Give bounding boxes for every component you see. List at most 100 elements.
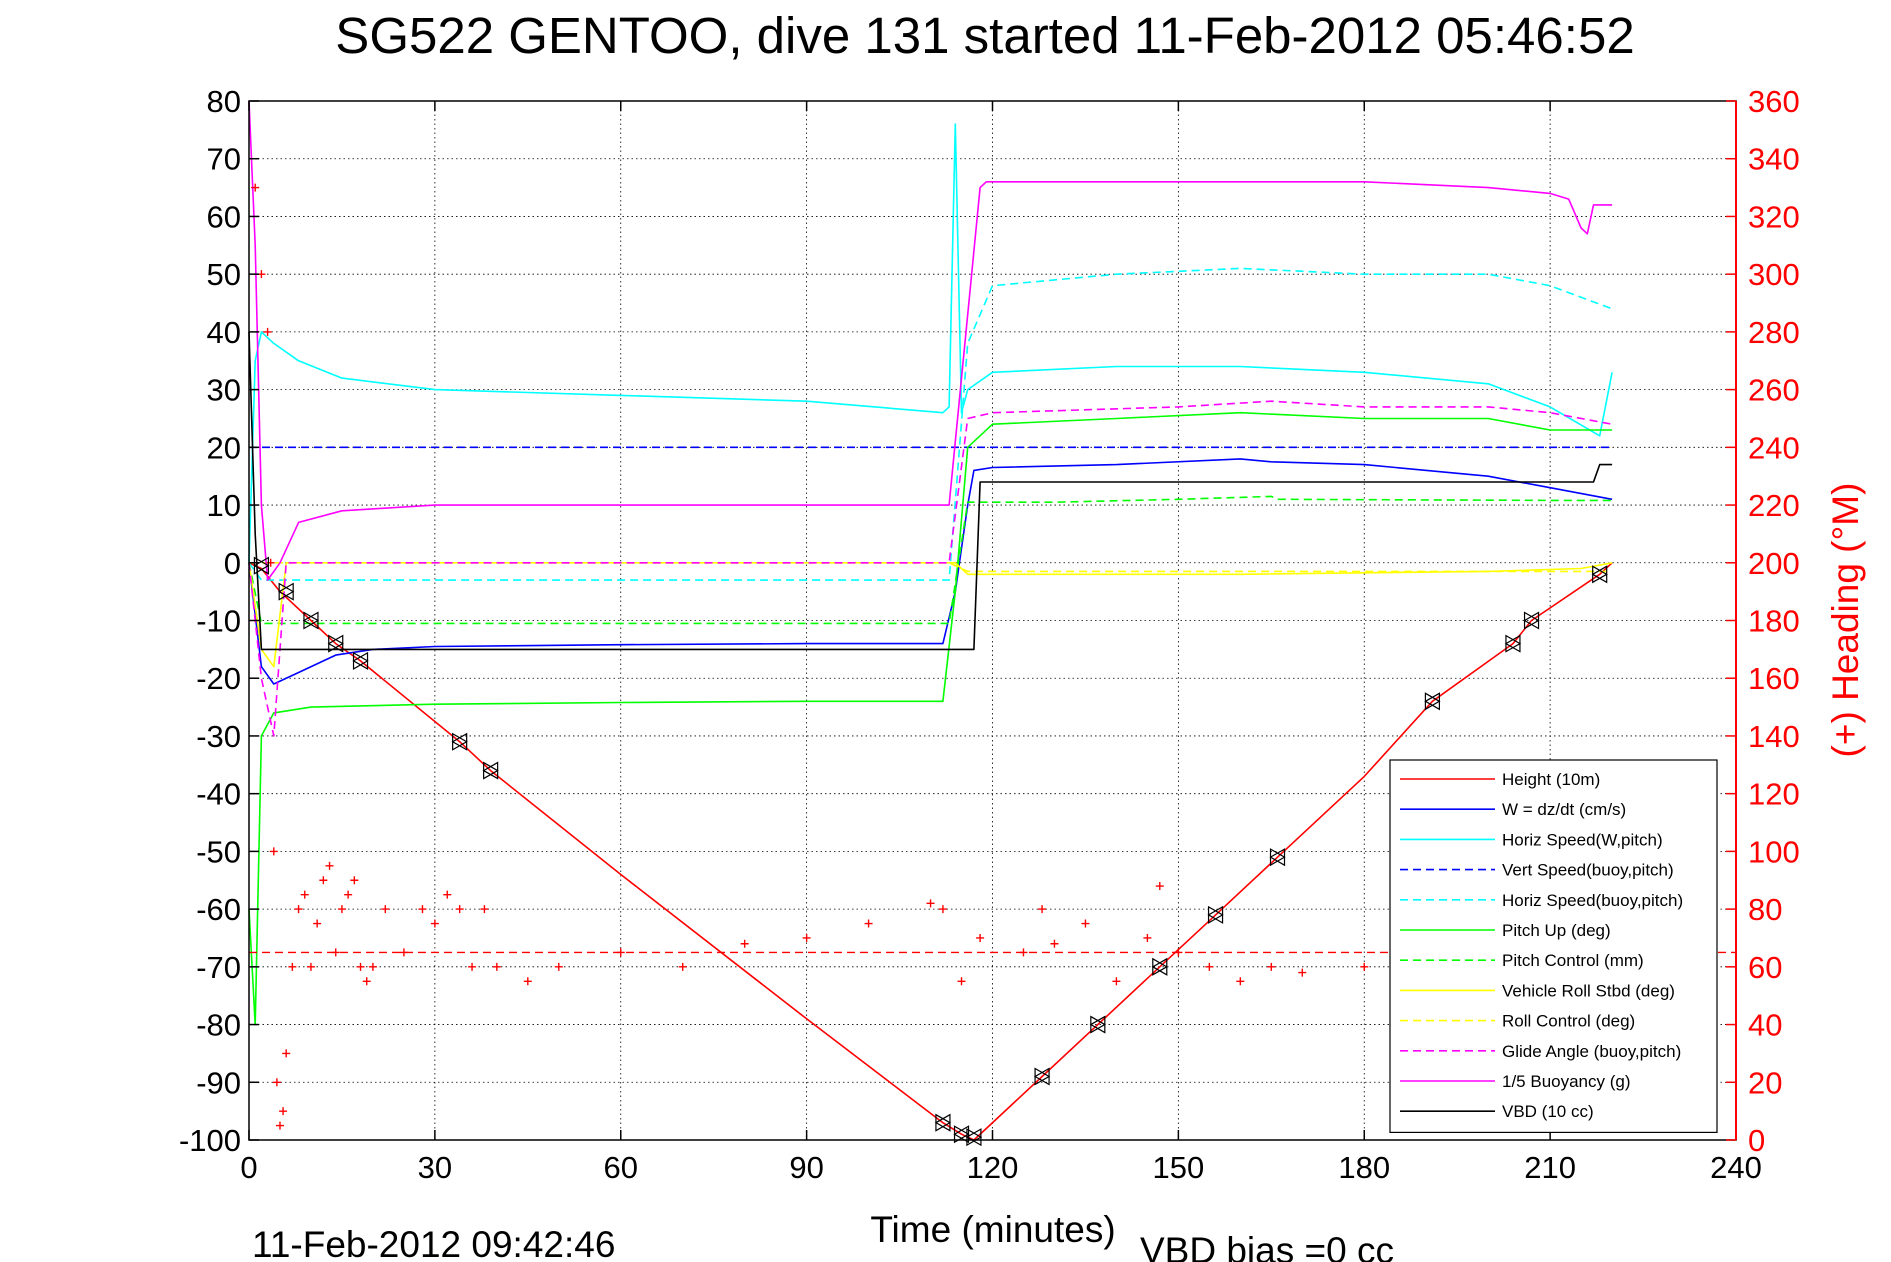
heading-point: [468, 962, 477, 971]
depth-marker: [253, 556, 270, 575]
heading-point: [1019, 948, 1028, 957]
heading-point: [288, 962, 297, 971]
depth-marker: [1033, 1067, 1051, 1086]
heading-point: [492, 962, 501, 971]
heading-point: [1112, 977, 1121, 986]
heading-point: [864, 919, 873, 928]
x-tick-label: 90: [789, 1150, 823, 1185]
y-tick-label: -30: [196, 719, 241, 754]
y2-tick-label: 100: [1748, 834, 1800, 869]
heading-point: [294, 905, 303, 914]
heading-point: [306, 962, 315, 971]
y2-tick-label: 220: [1748, 488, 1800, 523]
footer-bias: VBD bias =0 cc: [1140, 1230, 1394, 1262]
heading-point: [1143, 933, 1152, 942]
y2-ticks: 0 20 40 60 80 100 120 140 160 180 200 220 240 260 280 3…: [1726, 84, 1800, 1158]
depth-marker: [934, 1113, 952, 1132]
y2-tick-label: 60: [1748, 950, 1782, 985]
depth-marker: [965, 1128, 983, 1147]
y2-tick-label: 300: [1748, 257, 1800, 292]
depth-marker: [482, 761, 499, 780]
legend-label: Height (10m): [1502, 770, 1600, 789]
heading-point: [1205, 962, 1214, 971]
y-tick-label: 20: [207, 430, 241, 465]
series-line-6: [248, 495, 1613, 625]
heading-point: [938, 905, 947, 914]
series-line-11: [248, 331, 1613, 651]
y2-tick-label: 160: [1748, 661, 1800, 696]
series-line-10: [248, 100, 1613, 581]
legend-label: Pitch Control (mm): [1502, 951, 1644, 970]
heading-point: [319, 876, 328, 885]
heading-point: [430, 919, 439, 928]
heading-point: [1298, 968, 1307, 977]
heading-point: [272, 1078, 281, 1087]
heading-point: [362, 977, 371, 986]
heading-point: [282, 1049, 291, 1058]
y2-tick-label: 320: [1748, 199, 1800, 234]
heading-point: [1050, 939, 1059, 948]
heading-point: [251, 183, 260, 192]
y-tick-label: -80: [196, 1008, 241, 1043]
legend: Height (10m) W = dz/dt (cm/s) Horiz Speed(…: [1389, 759, 1718, 1133]
y-tick-label: -10: [196, 604, 241, 639]
y-tick-label: 30: [207, 373, 241, 408]
legend-label: Vehicle Roll Stbd (deg): [1502, 981, 1675, 1000]
x-tick-label: 150: [1153, 1150, 1205, 1185]
y2-tick-label: 40: [1748, 1008, 1782, 1043]
heading-point: [1155, 882, 1164, 891]
depth-marker: [1504, 634, 1522, 653]
series-line-4: [248, 267, 1613, 581]
heading-point: [356, 962, 365, 971]
heading-point: [926, 899, 935, 908]
heading-point: [279, 1107, 288, 1116]
y-tick-label: 0: [224, 546, 241, 581]
legend-box: [1389, 759, 1718, 1133]
heading-point: [381, 905, 390, 914]
heading-point: [554, 962, 563, 971]
heading-point: [1081, 919, 1090, 928]
y-tick-label: 50: [207, 257, 241, 292]
legend-label: 1/5 Buoyancy (g): [1502, 1072, 1631, 1091]
heading-point: [399, 948, 408, 957]
y2-tick-label: 180: [1748, 604, 1800, 639]
depth-marker: [277, 582, 295, 601]
series-line-9: [248, 400, 1613, 737]
x-tick-label: 60: [604, 1150, 638, 1185]
y-tick-label: -60: [196, 892, 241, 927]
y2-tick-label: 340: [1748, 142, 1800, 177]
x-tick-label: 120: [967, 1150, 1019, 1185]
y2-tick-label: 260: [1748, 373, 1800, 408]
y2-tick-label: 140: [1748, 719, 1800, 754]
y2-tick-label: 0: [1748, 1123, 1765, 1158]
heading-point: [263, 327, 272, 336]
depth-marker: [1269, 848, 1286, 867]
legend-label: Horiz Speed(W,pitch): [1502, 830, 1663, 849]
depth-marker: [1591, 565, 1608, 584]
heading-point: [269, 847, 278, 856]
heading-point: [325, 861, 334, 870]
x-tick-label: 30: [418, 1150, 452, 1185]
y2-tick-label: 240: [1748, 430, 1800, 465]
y2-tick-label: 120: [1748, 777, 1800, 812]
heading-point: [313, 919, 322, 928]
y2-axis-label: (+) Heading (°M): [1825, 483, 1866, 758]
heading-point: [976, 933, 985, 942]
legend-label: Pitch Up (deg): [1502, 921, 1611, 940]
legend-label: Horiz Speed(buoy,pitch): [1502, 891, 1683, 910]
marker-layer: [253, 556, 1608, 1147]
series-line-5: [248, 411, 1613, 1026]
depth-marker: [451, 732, 468, 751]
heading-point: [1267, 962, 1276, 971]
y-tick-label: -20: [196, 661, 241, 696]
y-tick-label: 80: [207, 84, 241, 119]
heading-point: [344, 890, 353, 899]
heading-point: [802, 933, 811, 942]
heading-point: [337, 905, 346, 914]
y-tick-label: -50: [196, 834, 241, 869]
heading-point: [368, 962, 377, 971]
legend-label: Vert Speed(buoy,pitch): [1502, 861, 1674, 880]
depth-marker: [302, 611, 320, 630]
y-tick-label: 60: [207, 199, 241, 234]
